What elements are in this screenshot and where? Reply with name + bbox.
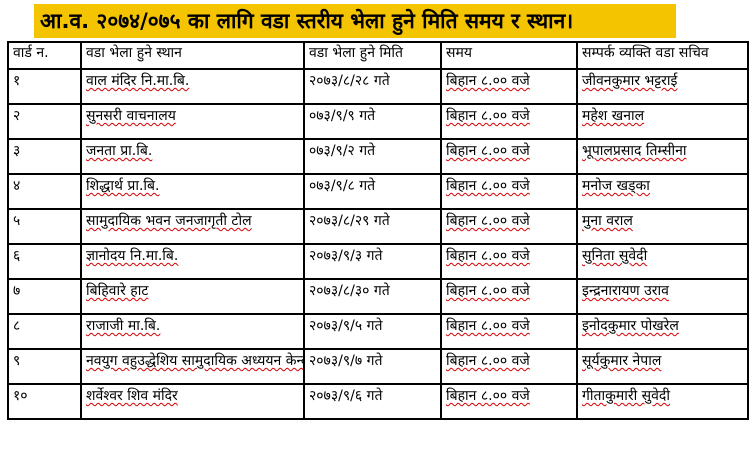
- cell-ward-number: ६: [7, 243, 82, 280]
- time-text: बिहान ८.०० वजे: [446, 353, 530, 369]
- contact-person-text: जीवनकुमार भट्टराई: [582, 73, 678, 89]
- cell-meeting-place: सामुदायिक भवन जनजागृती टोल: [80, 208, 305, 245]
- meeting-place-text: शिद्धार्थ प्रा.बि.: [86, 178, 160, 194]
- cell-meeting-place: बिहिवारे हाट: [80, 278, 305, 315]
- cell-time: बिहान ८.०० वजे: [440, 313, 578, 350]
- meeting-place-text: वाल मंदिर नि.मा.बि.: [86, 73, 190, 89]
- cell-contact-person: महेश खनाल: [576, 103, 749, 140]
- meeting-place-text: राजाजी मा.बि.: [86, 318, 161, 334]
- cell-contact-person: मनोज खड्का: [576, 173, 749, 210]
- cell-contact-person: सुनिता सुवेदी: [576, 243, 749, 280]
- cell-contact-person: मुना वराल: [576, 208, 749, 245]
- table-row: १ वाल मंदिर नि.मा.बि. २०७३/८/२८ गते बिहा…: [7, 68, 749, 105]
- time-text: बिहान ८.०० वजे: [446, 178, 530, 194]
- header-ward-number: वार्ड न.: [7, 41, 82, 70]
- cell-contact-person: भूपालप्रसाद तिम्सीना: [576, 138, 749, 175]
- cell-contact-person: जीवनकुमार भट्टराई: [576, 68, 749, 105]
- header-meeting-date: वडा भेला हुने मिति: [303, 41, 442, 70]
- cell-ward-number: ९: [7, 348, 82, 385]
- contact-person-text: सूर्यकुमार नेपाल: [582, 353, 662, 369]
- cell-meeting-date: ०७३/९/९ गते: [303, 103, 442, 140]
- table-row: ८ राजाजी मा.बि. २०७३/९/५ गते बिहान ८.०० …: [7, 313, 749, 350]
- meeting-place-text: सामुदायिक भवन जनजागृती टोल: [86, 213, 252, 229]
- table-header-row: वार्ड न. वडा भेला हुने स्थान वडा भेला हु…: [7, 41, 749, 70]
- table-row: ९ नवयुग वहुउद्धेशिय सामुदायिक अध्ययन केन…: [7, 348, 749, 385]
- cell-meeting-date: २०७३/८/२८ गते: [303, 68, 442, 105]
- meeting-place-text: सुनसरी वाचनालय: [86, 108, 176, 124]
- cell-contact-person: इनोदकुमार पोखरेल: [576, 313, 749, 350]
- cell-contact-person: सूर्यकुमार नेपाल: [576, 348, 749, 385]
- table-row: २ सुनसरी वाचनालय ०७३/९/९ गते बिहान ८.०० …: [7, 103, 749, 140]
- meeting-place-text: नवयुग वहुउद्धेशिय सामुदायिक अध्ययन केन्द: [86, 353, 304, 369]
- table-row: ३ जनता प्रा.बि. ०७३/९/२ गते बिहान ८.०० व…: [7, 138, 749, 175]
- cell-meeting-date: २०७३/९/३ गते: [303, 243, 442, 280]
- cell-ward-number: २: [7, 103, 82, 140]
- contact-person-text: इन्द्रनारायण उराव: [582, 283, 669, 299]
- cell-meeting-date: २०७३/९/६ गते: [303, 383, 442, 420]
- header-time: समय: [440, 41, 578, 70]
- meeting-place-text: शर्वेश्वर शिव मंदिर: [86, 388, 178, 404]
- cell-meeting-date: २०७३/८/३० गते: [303, 278, 442, 315]
- time-text: बिहान ८.०० वजे: [446, 108, 530, 124]
- contact-person-text: सुनिता सुवेदी: [582, 248, 648, 264]
- meeting-place-text: बिहिवारे हाट: [86, 283, 149, 299]
- cell-meeting-place: शर्वेश्वर शिव मंदिर: [80, 383, 305, 420]
- cell-ward-number: ८: [7, 313, 82, 350]
- cell-meeting-place: शिद्धार्थ प्रा.बि.: [80, 173, 305, 210]
- contact-person-text: मुना वराल: [582, 213, 633, 229]
- contact-person-text: मनोज खड्का: [582, 178, 650, 194]
- table-row: ६ ज्ञानोदय नि.मा.बि. २०७३/९/३ गते बिहान …: [7, 243, 749, 280]
- table-row: ५ सामुदायिक भवन जनजागृती टोल २०७३/८/२९ ग…: [7, 208, 749, 245]
- cell-time: बिहान ८.०० वजे: [440, 208, 578, 245]
- cell-meeting-place: ज्ञानोदय नि.मा.बि.: [80, 243, 305, 280]
- cell-contact-person: इन्द्रनारायण उराव: [576, 278, 749, 315]
- cell-meeting-place: नवयुग वहुउद्धेशिय सामुदायिक अध्ययन केन्द: [80, 348, 305, 385]
- cell-meeting-date: ०७३/९/८ गते: [303, 173, 442, 210]
- cell-time: बिहान ८.०० वजे: [440, 243, 578, 280]
- meeting-place-text: जनता प्रा.बि.: [86, 143, 153, 159]
- cell-meeting-place: सुनसरी वाचनालय: [80, 103, 305, 140]
- cell-ward-number: १०: [7, 383, 82, 420]
- cell-meeting-place: जनता प्रा.बि.: [80, 138, 305, 175]
- cell-meeting-place: राजाजी मा.बि.: [80, 313, 305, 350]
- cell-meeting-place: वाल मंदिर नि.मा.बि.: [80, 68, 305, 105]
- time-text: बिहान ८.०० वजे: [446, 248, 530, 264]
- cell-time: बिहान ८.०० वजे: [440, 68, 578, 105]
- cell-time: बिहान ८.०० वजे: [440, 348, 578, 385]
- cell-time: बिहान ८.०० वजे: [440, 383, 578, 420]
- page-title: आ.व. २०७४/०७५ का लागि वडा स्तरीय भेला हु…: [34, 4, 676, 38]
- table-row: ७ बिहिवारे हाट २०७३/८/३० गते बिहान ८.०० …: [7, 278, 749, 315]
- contact-person-text: महेश खनाल: [582, 108, 645, 124]
- cell-ward-number: ४: [7, 173, 82, 210]
- ward-meeting-table: वार्ड न. वडा भेला हुने स्थान वडा भेला हु…: [7, 41, 749, 420]
- table-row: ४ शिद्धार्थ प्रा.बि. ०७३/९/८ गते बिहान ८…: [7, 173, 749, 210]
- contact-person-text: इनोदकुमार पोखरेल: [582, 318, 679, 334]
- cell-ward-number: ५: [7, 208, 82, 245]
- cell-time: बिहान ८.०० वजे: [440, 278, 578, 315]
- cell-meeting-date: २०७३/९/७ गते: [303, 348, 442, 385]
- table-body: १ वाल मंदिर नि.मा.बि. २०७३/८/२८ गते बिहा…: [7, 68, 749, 420]
- header-meeting-place: वडा भेला हुने स्थान: [80, 41, 305, 70]
- cell-time: बिहान ८.०० वजे: [440, 138, 578, 175]
- cell-time: बिहान ८.०० वजे: [440, 173, 578, 210]
- cell-ward-number: १: [7, 68, 82, 105]
- cell-meeting-date: २०७३/९/५ गते: [303, 313, 442, 350]
- contact-person-text: गीताकुमारी सुवेदी: [582, 388, 670, 404]
- header-contact-person: सम्पर्क व्यक्ति वडा सचिव: [576, 41, 749, 70]
- cell-ward-number: ७: [7, 278, 82, 315]
- cell-time: बिहान ८.०० वजे: [440, 103, 578, 140]
- time-text: बिहान ८.०० वजे: [446, 213, 530, 229]
- time-text: बिहान ८.०० वजे: [446, 73, 530, 89]
- time-text: बिहान ८.०० वजे: [446, 143, 530, 159]
- meeting-place-text: ज्ञानोदय नि.मा.बि.: [86, 248, 179, 264]
- cell-meeting-date: २०७३/८/२९ गते: [303, 208, 442, 245]
- time-text: बिहान ८.०० वजे: [446, 283, 530, 299]
- cell-ward-number: ३: [7, 138, 82, 175]
- time-text: बिहान ८.०० वजे: [446, 318, 530, 334]
- cell-contact-person: गीताकुमारी सुवेदी: [576, 383, 749, 420]
- time-text: बिहान ८.०० वजे: [446, 388, 530, 404]
- cell-meeting-date: ०७३/९/२ गते: [303, 138, 442, 175]
- table-row: १० शर्वेश्वर शिव मंदिर २०७३/९/६ गते बिहा…: [7, 383, 749, 420]
- contact-person-text: भूपालप्रसाद तिम्सीना: [582, 143, 687, 159]
